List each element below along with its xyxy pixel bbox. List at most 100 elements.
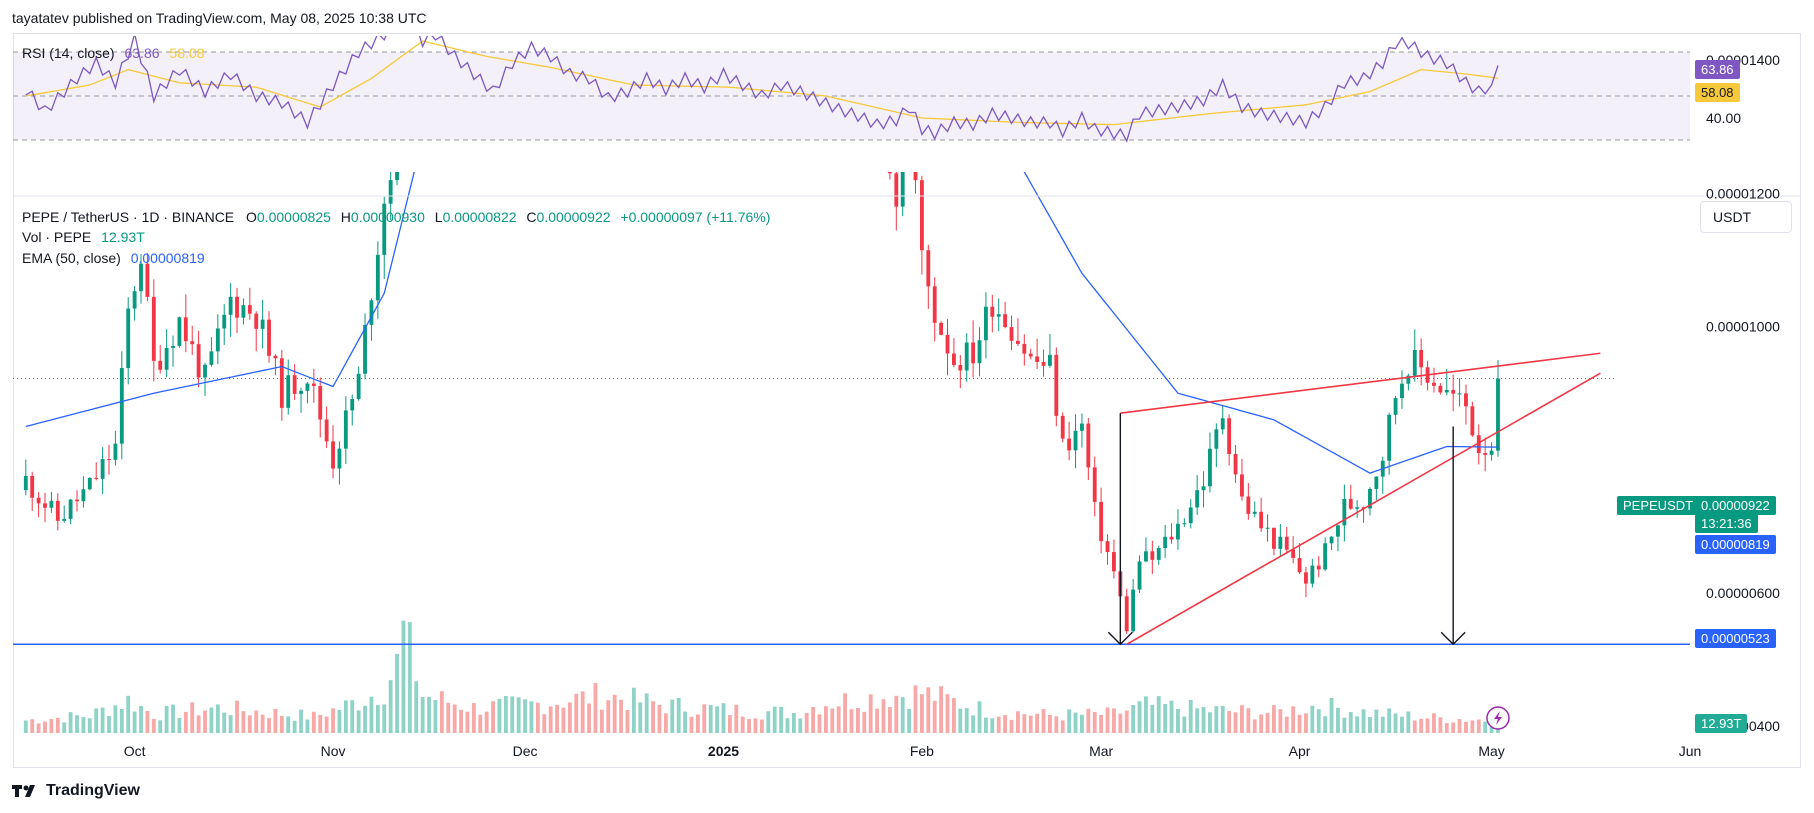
- volume-bar: [183, 711, 188, 733]
- wedge-lower-trendline[interactable]: [1126, 372, 1601, 645]
- price-pane: [13, 172, 1690, 733]
- candle-body: [1259, 511, 1264, 529]
- volume-bar: [1208, 712, 1212, 733]
- volume-bar: [644, 693, 649, 733]
- volume-bar: [523, 699, 527, 733]
- candle-body: [1304, 572, 1308, 584]
- volume-bar: [1124, 710, 1129, 733]
- volume-bar: [1144, 696, 1148, 733]
- candle-body: [331, 441, 335, 469]
- volume-bar: [1457, 719, 1462, 733]
- candle-body: [1240, 474, 1244, 497]
- target-arrow-head-2: [1440, 631, 1466, 646]
- volume-bar: [484, 711, 489, 733]
- candle-body: [1015, 340, 1020, 344]
- volume-bar: [862, 711, 867, 733]
- volume-bar: [1227, 711, 1232, 733]
- volume-bar: [753, 718, 758, 733]
- volume-bar: [804, 712, 809, 733]
- time-tick-label: Jun: [1679, 743, 1702, 759]
- volume-bar: [292, 720, 297, 733]
- volume-bar: [548, 706, 553, 733]
- volume-bar: [30, 719, 35, 733]
- wedge-upper-trendline[interactable]: [1120, 352, 1601, 414]
- volume-bar: [1304, 713, 1308, 733]
- rsi-ma-tag: 58.08: [1695, 83, 1740, 102]
- volume-bar: [1156, 696, 1161, 733]
- candle-body: [119, 368, 124, 444]
- volume-bar: [1188, 699, 1193, 733]
- volume-bar: [1060, 720, 1065, 733]
- volume-bar: [1406, 711, 1411, 733]
- volume-bar: [1009, 719, 1014, 733]
- volume-bar: [350, 700, 355, 733]
- low-value: 0.00000822: [442, 209, 517, 225]
- volume-bar: [516, 697, 521, 733]
- volume-bar: [1137, 701, 1142, 733]
- volume-bar: [631, 687, 636, 733]
- symbol-title[interactable]: PEPE / TetherUS · 1D · BINANCE: [22, 209, 235, 225]
- volume-bar: [926, 687, 931, 733]
- volume-bar: [55, 717, 60, 733]
- volume-bar: [1393, 713, 1398, 733]
- volume-bar: [651, 701, 655, 733]
- rsi-legend: RSI (14, close) 63.86 58.08: [22, 45, 204, 61]
- volume-bar: [759, 719, 764, 733]
- price-legend: PEPE / TetherUS · 1D · BINANCE O0.000008…: [22, 209, 770, 225]
- tradingview-footer[interactable]: TradingView: [12, 782, 140, 800]
- volume-bar: [75, 715, 79, 733]
- volume-bar: [740, 716, 745, 733]
- high-label: H: [340, 209, 351, 225]
- volume-bar: [702, 704, 707, 733]
- candle-body: [145, 263, 150, 297]
- volume-bar: [683, 711, 688, 733]
- candle-body: [1374, 476, 1379, 489]
- candle-body: [1246, 496, 1251, 514]
- volume-bar: [580, 691, 585, 733]
- volume-bar: [983, 717, 988, 733]
- volume-bar: [593, 682, 598, 733]
- volume-bar: [1336, 707, 1340, 733]
- candle-body: [171, 345, 175, 348]
- volume-bar: [139, 705, 143, 733]
- candle-body: [55, 500, 60, 521]
- volume-bar: [1284, 716, 1289, 733]
- volume-bar: [1323, 716, 1328, 733]
- candle-body: [299, 390, 303, 394]
- volume-bar: [395, 653, 399, 733]
- candle-body: [267, 319, 271, 356]
- candle-body: [919, 180, 924, 251]
- candle-body: [1054, 354, 1059, 416]
- volume-bar: [100, 707, 105, 733]
- volume-bar: [727, 715, 732, 733]
- volume-bar: [638, 702, 643, 733]
- time-tick-label: 2025: [708, 743, 739, 759]
- volume-bar: [260, 714, 265, 733]
- volume-bar: [1348, 711, 1353, 733]
- time-tick-label: May: [1478, 743, 1504, 759]
- volume-bar: [1342, 717, 1347, 733]
- currency-unit-button[interactable]: USDT: [1700, 201, 1792, 233]
- volume-bar: [279, 715, 284, 733]
- candle-body: [1470, 406, 1475, 436]
- volume-bar: [1272, 705, 1276, 733]
- volume-bar: [1195, 708, 1200, 733]
- volume-bar: [1220, 705, 1225, 733]
- candle-body: [1105, 541, 1110, 553]
- volume-bar: [612, 694, 617, 733]
- volume-bar: [113, 705, 118, 733]
- candle-body: [382, 203, 387, 255]
- volume-bar: [996, 716, 1001, 733]
- price-tick-label: 0.00000600: [1706, 585, 1780, 601]
- candle-body: [1291, 549, 1296, 559]
- candle-body: [215, 328, 220, 352]
- candle-body: [75, 499, 79, 502]
- volume-legend-value: 12.93T: [101, 229, 145, 245]
- candle-body: [286, 375, 291, 408]
- candle-body: [1112, 552, 1116, 572]
- candle-body: [1124, 596, 1129, 632]
- volume-bar: [471, 703, 476, 733]
- volume-bar: [785, 718, 790, 733]
- volume-bar: [247, 715, 252, 733]
